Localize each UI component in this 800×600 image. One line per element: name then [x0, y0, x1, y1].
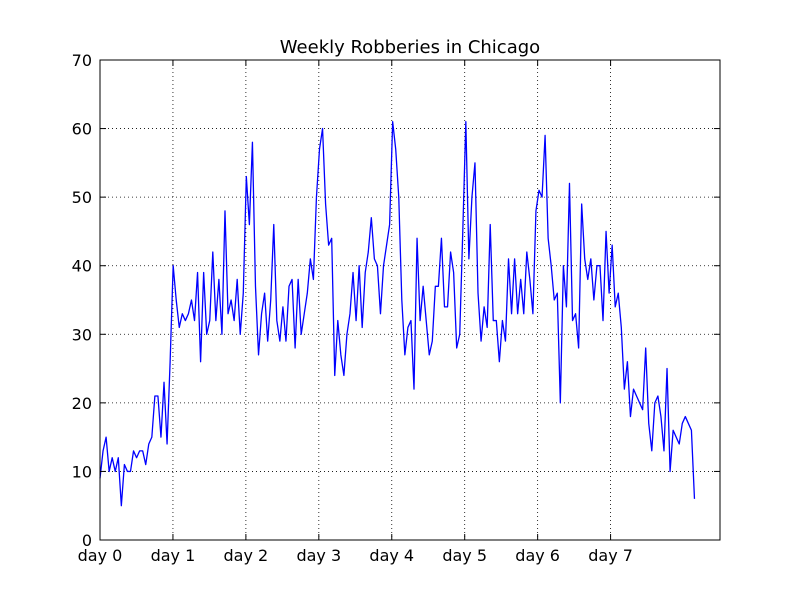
chart-title: Weekly Robberies in Chicago: [280, 37, 540, 58]
y-tick-label: 0: [82, 531, 92, 550]
x-tick-label: day 2: [224, 546, 269, 565]
x-tick-label: day 6: [515, 546, 560, 565]
y-tick-label: 40: [72, 257, 92, 276]
x-tick-label: day 0: [78, 546, 123, 565]
x-tick-label: day 3: [296, 546, 341, 565]
ticks: 0 10 20 30 40 50 60 70 day 0 day 1 day 2 day 3 day 4…: [72, 51, 720, 565]
series-line: [99, 121, 696, 507]
x-tick-label: day 1: [151, 546, 196, 565]
y-tick-label: 20: [72, 394, 92, 413]
series-layer: [99, 121, 696, 507]
x-tick-label: day 7: [588, 546, 633, 565]
y-tick-label: 30: [72, 325, 92, 344]
y-tick-label: 60: [72, 120, 92, 139]
y-tick-label: 70: [72, 51, 92, 70]
y-tick-label: 10: [72, 462, 92, 481]
plot-frame: [99, 59, 721, 541]
x-tick-label: day 5: [442, 546, 487, 565]
y-tick-label: 50: [72, 188, 92, 207]
x-tick-label: day 4: [369, 546, 414, 565]
